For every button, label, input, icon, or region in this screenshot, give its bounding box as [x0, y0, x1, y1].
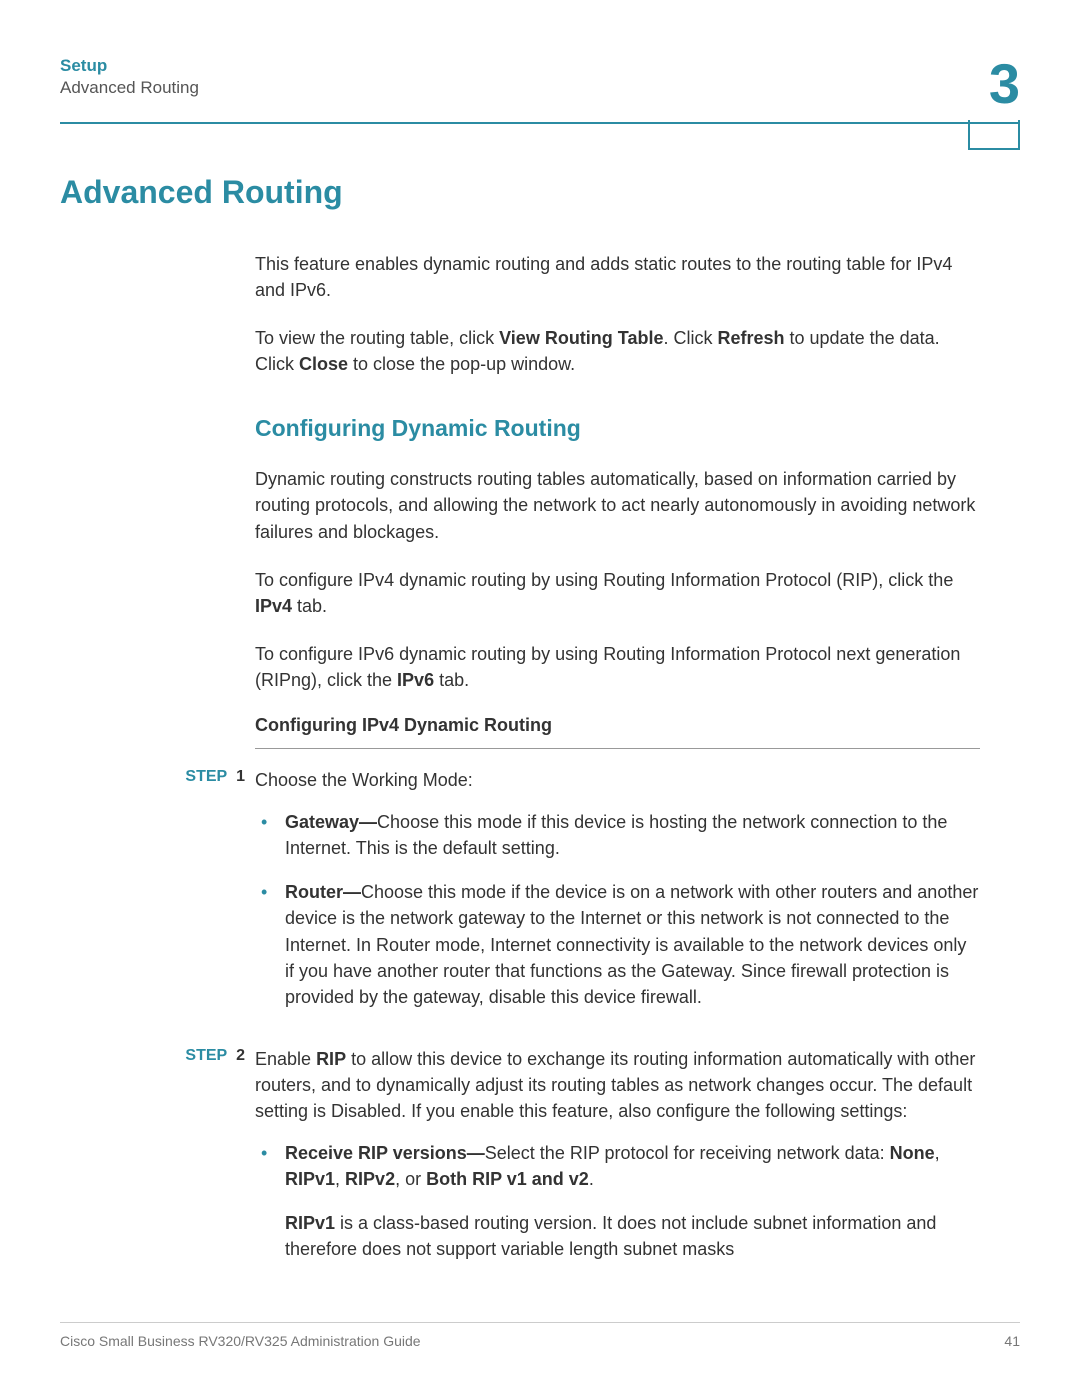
text: . Click — [663, 328, 717, 348]
text: tab. — [292, 596, 327, 616]
step-label: STEP 1 — [180, 767, 255, 1028]
bullet-router: • Router—Choose this mode if the device … — [255, 879, 980, 1009]
step-1: STEP 1 Choose the Working Mode: • Gatewa… — [180, 767, 980, 1028]
bullet-gateway: • Gateway—Choose this mode if this devic… — [255, 809, 980, 861]
step-2-lead: Enable RIP to allow this device to excha… — [255, 1046, 980, 1124]
bold-text: None — [890, 1143, 935, 1163]
bullet-icon: • — [255, 809, 285, 861]
step-number: 1 — [236, 768, 245, 785]
bold-text: IPv6 — [397, 670, 434, 690]
bullet-term: Router— — [285, 882, 361, 902]
dyn-para-1: Dynamic routing constructs routing table… — [255, 466, 980, 544]
header-rule — [60, 122, 1020, 124]
bullet-icon: • — [255, 1140, 285, 1262]
page-title: Advanced Routing — [60, 174, 1020, 211]
bullet-ripv1-note: RIPv1 is a class-based routing version. … — [285, 1210, 980, 1262]
text: To configure IPv6 dynamic routing by usi… — [255, 644, 960, 690]
bold-text: Refresh — [717, 328, 784, 348]
intro-para-1: This feature enables dynamic routing and… — [255, 251, 980, 303]
step-2: STEP 2 Enable RIP to allow this device t… — [180, 1046, 980, 1281]
text: is a class-based routing version. It doe… — [285, 1213, 936, 1259]
footer-rule — [60, 1322, 1020, 1323]
text: , — [935, 1143, 940, 1163]
chapter-tab-decoration — [968, 120, 1020, 150]
dyn-para-2: To configure IPv4 dynamic routing by usi… — [255, 567, 980, 619]
step-number: 2 — [236, 1047, 245, 1064]
step-1-lead: Choose the Working Mode: — [255, 767, 980, 793]
bullet-body: Choose this mode if the device is on a n… — [285, 882, 978, 1006]
subheading-dynamic-routing: Configuring Dynamic Routing — [255, 415, 980, 442]
bold-text: IPv4 — [255, 596, 292, 616]
step-label: STEP 2 — [180, 1046, 255, 1281]
bullet-receive-rip: • Receive RIP versions—Select the RIP pr… — [255, 1140, 980, 1262]
bold-text: Close — [299, 354, 348, 374]
bullet-icon: • — [255, 879, 285, 1009]
bullet-term: Receive RIP versions— — [285, 1143, 485, 1163]
bold-text: RIP — [316, 1049, 346, 1069]
bullet-term: Gateway— — [285, 812, 377, 832]
bold-text: View Routing Table — [499, 328, 663, 348]
text: Select the RIP protocol for receiving ne… — [485, 1143, 890, 1163]
text: , — [335, 1169, 345, 1189]
chapter-number: 3 — [989, 56, 1020, 112]
thin-rule — [255, 748, 980, 749]
text: To configure IPv4 dynamic routing by usi… — [255, 570, 953, 590]
header-section: Setup — [60, 56, 199, 76]
text: to close the pop-up window. — [348, 354, 575, 374]
step-word: STEP — [185, 768, 227, 785]
intro-para-2: To view the routing table, click View Ro… — [255, 325, 980, 377]
bold-text: Both RIP v1 and v2 — [426, 1169, 589, 1189]
bold-text: RIPv1 — [285, 1169, 335, 1189]
footer-page-number: 41 — [1004, 1333, 1020, 1349]
header-subsection: Advanced Routing — [60, 78, 199, 98]
subheading-ipv4-dynamic: Configuring IPv4 Dynamic Routing — [255, 715, 980, 736]
text: . — [589, 1169, 594, 1189]
dyn-para-3: To configure IPv6 dynamic routing by usi… — [255, 641, 980, 693]
step-word: STEP — [185, 1047, 227, 1064]
text: To view the routing table, click — [255, 328, 499, 348]
text: , or — [395, 1169, 426, 1189]
bold-text: RIPv2 — [345, 1169, 395, 1189]
text: Enable — [255, 1049, 316, 1069]
bold-text: RIPv1 — [285, 1213, 335, 1233]
text: tab. — [434, 670, 469, 690]
bullet-body: Choose this mode if this device is hosti… — [285, 812, 947, 858]
footer-title: Cisco Small Business RV320/RV325 Adminis… — [60, 1333, 421, 1349]
text: to allow this device to exchange its rou… — [255, 1049, 975, 1121]
page-footer: Cisco Small Business RV320/RV325 Adminis… — [60, 1322, 1020, 1349]
